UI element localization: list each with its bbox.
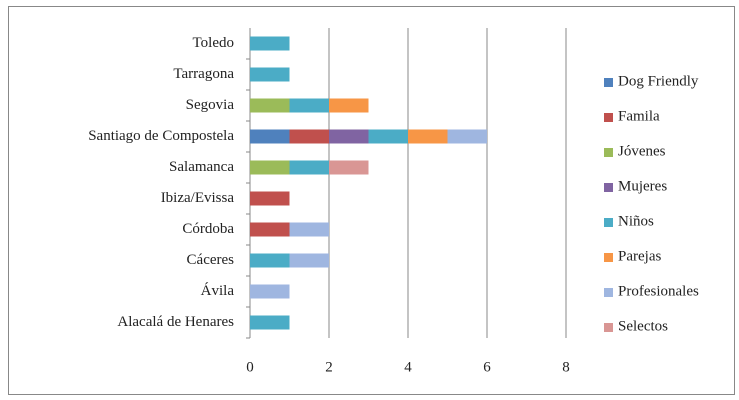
x-tick-label: 6 (483, 359, 491, 375)
bar (250, 191, 290, 206)
legend-swatch (604, 253, 613, 262)
bar (250, 160, 290, 175)
y-tick-label: Ávila (201, 282, 235, 299)
legend-swatch (604, 288, 613, 297)
legend-label: Niños (618, 213, 654, 229)
bar (250, 315, 290, 330)
chart-border (8, 6, 735, 395)
y-tick-label: Santiago de Compostela (88, 128, 234, 144)
bar (289, 98, 329, 113)
bar (329, 129, 369, 144)
bar (250, 222, 290, 237)
y-tick-label: Cáceres (187, 252, 235, 268)
bar (289, 253, 329, 268)
legend-label: Profesionales (618, 283, 699, 299)
x-tick-label: 0 (246, 359, 254, 375)
legend-label: Jóvenes (618, 143, 666, 159)
legend-label: Dog Friendly (618, 73, 699, 89)
bar (250, 36, 290, 51)
legend-swatch (604, 78, 613, 87)
legend-swatch (604, 148, 613, 157)
y-tick-label: Segovia (186, 97, 235, 113)
y-tick-label: Toledo (193, 35, 234, 51)
bar (368, 129, 408, 144)
y-tick-label: Tarragona (173, 66, 234, 82)
bar (250, 67, 290, 82)
bar (329, 98, 369, 113)
y-tick-label: Córdoba (182, 221, 234, 237)
bar (289, 129, 329, 144)
bar (250, 129, 290, 144)
y-tick-label: Ibiza/Evissa (161, 190, 235, 206)
x-tick-label: 8 (562, 359, 570, 375)
bar (289, 160, 329, 175)
legend-swatch (604, 218, 613, 227)
legend-label: Famila (618, 108, 660, 124)
legend-label: Mujeres (618, 178, 667, 194)
bar (408, 129, 448, 144)
legend-swatch (604, 323, 613, 332)
legend-swatch (604, 183, 613, 192)
legend-label: Selectos (618, 318, 668, 334)
x-tick-label: 4 (404, 359, 412, 375)
legend-label: Parejas (618, 248, 661, 264)
y-tick-label: Alacalá de Henares (117, 314, 234, 330)
bar (447, 129, 487, 144)
legend-swatch (604, 113, 613, 122)
x-tick-label: 2 (325, 359, 333, 375)
bar (250, 98, 290, 113)
bar (250, 284, 290, 299)
bar (289, 222, 329, 237)
bar (329, 160, 369, 175)
y-tick-label: Salamanca (169, 159, 234, 175)
bar (250, 253, 290, 268)
